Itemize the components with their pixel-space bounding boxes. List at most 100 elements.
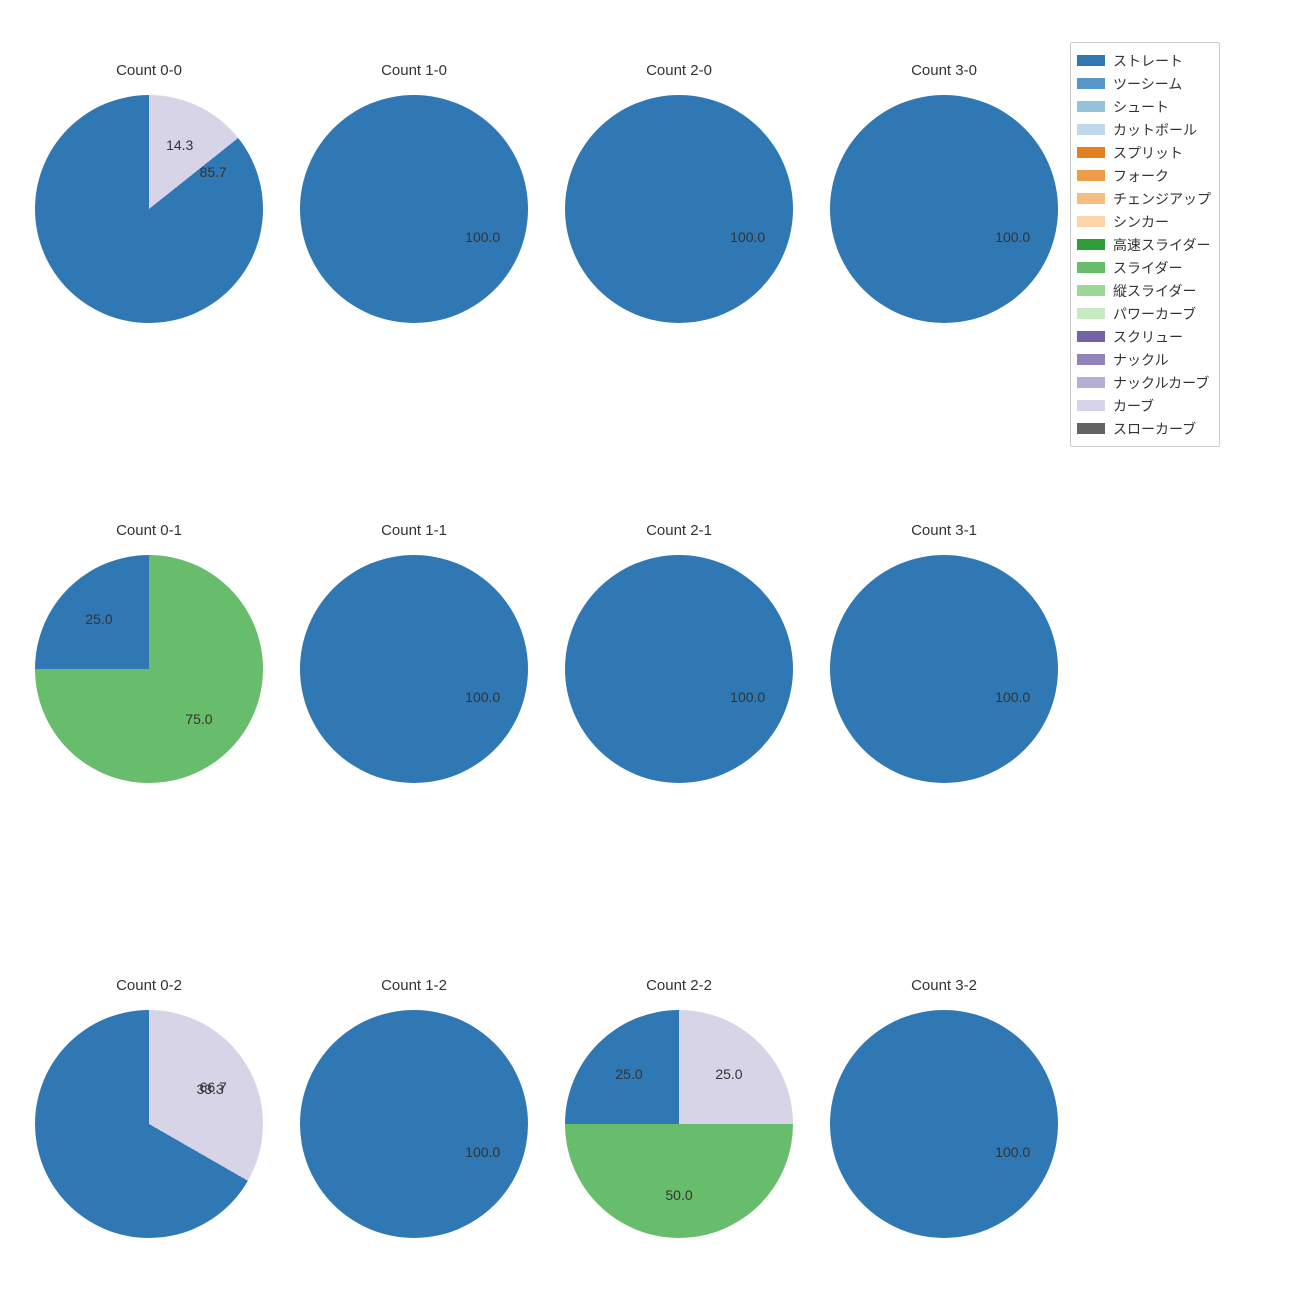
legend-item: 縦スライダー [1077,279,1211,302]
slice-label: 100.0 [995,1144,1030,1160]
pie-title: Count 3-2 [830,977,1058,994]
legend-label: ストレート [1113,54,1183,68]
pie-title: Count 2-1 [565,522,793,539]
pie-panel: Count 2-1100.0 [565,555,793,783]
legend-swatch [1077,354,1105,365]
pie-panel: Count 1-2100.0 [300,1010,528,1238]
pie-panel: Count 0-125.075.0 [35,555,263,783]
pie-panel: Count 2-225.050.025.0 [565,1010,793,1238]
pie-title: Count 0-0 [35,62,263,79]
pie-circle [565,1010,793,1238]
legend-item: スプリット [1077,141,1211,164]
pie-title: Count 0-1 [35,522,263,539]
slice-label: 33.3 [197,1081,224,1097]
legend-label: ナックル [1113,353,1169,367]
pie-circle [300,95,528,323]
pie-title: Count 0-2 [35,977,263,994]
slice-label: 25.0 [615,1066,642,1082]
pie-title: Count 2-2 [565,977,793,994]
slice-label: 100.0 [465,1144,500,1160]
legend-swatch [1077,147,1105,158]
legend-item: スクリュー [1077,325,1211,348]
legend-label: 縦スライダー [1113,284,1196,298]
slice-label: 25.0 [715,1066,742,1082]
legend-label: シュート [1113,100,1169,114]
legend-swatch [1077,55,1105,66]
legend-swatch [1077,377,1105,388]
legend-swatch [1077,331,1105,342]
legend-item: スローカーブ [1077,417,1211,440]
legend-label: フォーク [1113,169,1169,183]
legend-label: ナックルカーブ [1113,376,1209,390]
legend-item: ナックルカーブ [1077,371,1211,394]
pie-circle [35,555,263,783]
legend-item: パワーカーブ [1077,302,1211,325]
legend-label: シンカー [1113,215,1169,229]
legend-item: シンカー [1077,210,1211,233]
legend-item: カットボール [1077,118,1211,141]
pie-panel: Count 3-2100.0 [830,1010,1058,1238]
pie-panel: Count 0-085.714.3 [35,95,263,323]
legend-label: カーブ [1113,399,1154,413]
legend-label: チェンジアップ [1113,192,1211,206]
legend-item: チェンジアップ [1077,187,1211,210]
legend-item: シュート [1077,95,1211,118]
legend-swatch [1077,308,1105,319]
pie-circle [300,1010,528,1238]
pie-panel: Count 1-0100.0 [300,95,528,323]
pie-circle [830,555,1058,783]
legend-swatch [1077,170,1105,181]
legend-item: ツーシーム [1077,72,1211,95]
legend-item: スライダー [1077,256,1211,279]
legend-swatch [1077,101,1105,112]
legend-item: 高速スライダー [1077,233,1211,256]
slice-label: 85.7 [200,164,227,180]
legend-swatch [1077,78,1105,89]
legend-label: ツーシーム [1113,77,1182,91]
pie-title: Count 3-0 [830,62,1058,79]
slice-label: 25.0 [85,611,112,627]
slice-label: 100.0 [995,689,1030,705]
legend-label: パワーカーブ [1113,307,1196,321]
pie-panel: Count 2-0100.0 [565,95,793,323]
legend-swatch [1077,400,1105,411]
pie-title: Count 1-2 [300,977,528,994]
slice-label: 100.0 [730,689,765,705]
legend-label: スプリット [1113,146,1183,160]
pie-circle [35,1010,263,1238]
legend-item: フォーク [1077,164,1211,187]
legend-label: スライダー [1113,261,1182,275]
chart-grid: Count 0-085.714.3Count 1-0100.0Count 2-0… [0,0,1300,1300]
legend-item: ナックル [1077,348,1211,371]
legend-swatch [1077,193,1105,204]
legend-item: ストレート [1077,49,1211,72]
legend-swatch [1077,124,1105,135]
pie-circle [830,95,1058,323]
slice-label: 100.0 [995,229,1030,245]
pie-circle [565,555,793,783]
pie-panel: Count 0-266.733.3 [35,1010,263,1238]
legend-item: カーブ [1077,394,1211,417]
pie-panel: Count 1-1100.0 [300,555,528,783]
pie-circle [830,1010,1058,1238]
legend: ストレートツーシームシュートカットボールスプリットフォークチェンジアップシンカー… [1070,42,1220,447]
legend-swatch [1077,285,1105,296]
slice-label: 100.0 [465,229,500,245]
pie-title: Count 2-0 [565,62,793,79]
pie-panel: Count 3-0100.0 [830,95,1058,323]
legend-label: スローカーブ [1113,422,1196,436]
slice-label: 75.0 [185,711,212,727]
pie-circle [300,555,528,783]
slice-label: 100.0 [465,689,500,705]
slice-label: 50.0 [665,1187,692,1203]
pie-title: Count 1-0 [300,62,528,79]
legend-label: カットボール [1113,123,1197,137]
legend-swatch [1077,262,1105,273]
legend-label: スクリュー [1113,330,1183,344]
slice-label: 14.3 [166,137,193,153]
pie-circle [565,95,793,323]
pie-title: Count 3-1 [830,522,1058,539]
slice-label: 100.0 [730,229,765,245]
legend-swatch [1077,423,1105,434]
legend-label: 高速スライダー [1113,238,1210,252]
